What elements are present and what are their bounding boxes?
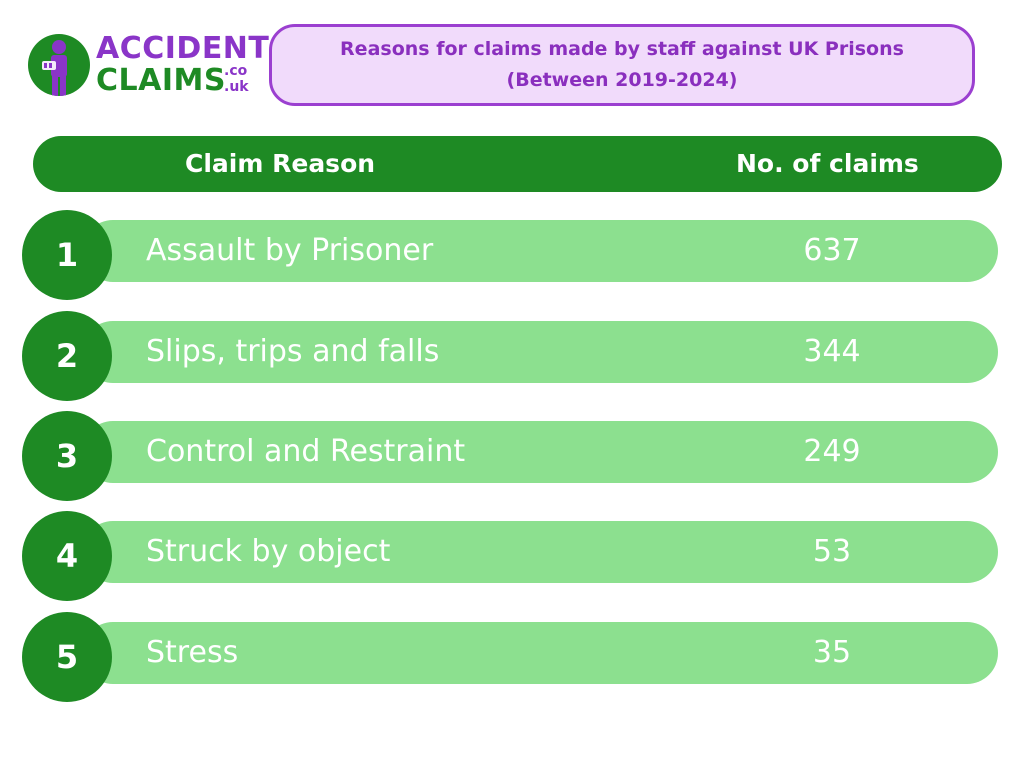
table-row: Stress 35 5 xyxy=(22,612,1000,702)
row-bar xyxy=(82,321,998,383)
claim-count-value: 637 xyxy=(803,233,861,268)
logo-word-claims: CLAIMS xyxy=(96,63,226,98)
table-row: Control and Restraint 249 3 xyxy=(22,411,1000,501)
claim-count-value: 344 xyxy=(803,334,861,369)
claim-reason-label: Control and Restraint xyxy=(146,434,466,469)
column-header-no-of-claims: No. of claims xyxy=(736,149,919,178)
title-box: Reasons for claims made by staff against… xyxy=(269,24,975,106)
rank-badge: 4 xyxy=(22,511,112,601)
table-row: Slips, trips and falls 344 2 xyxy=(22,311,1000,401)
table-row: Struck by object 53 4 xyxy=(22,511,1000,601)
row-bar xyxy=(82,220,998,282)
claim-reason-label: Stress xyxy=(146,635,239,670)
rank-badge: 3 xyxy=(22,411,112,501)
table-row: Assault by Prisoner 637 1 xyxy=(22,210,1000,300)
row-bar xyxy=(82,622,998,684)
logo-suffix-uk: .uk xyxy=(224,79,249,95)
logo-word-accident: ACCIDENT xyxy=(96,31,270,66)
accident-claims-logo[interactable]: ACCIDENT CLAIMS .co .uk xyxy=(28,30,269,102)
claim-reason-label: Slips, trips and falls xyxy=(146,334,440,369)
row-bar xyxy=(82,421,998,483)
rank-badge: 2 xyxy=(22,311,112,401)
page-subtitle: (Between 2019-2024) xyxy=(506,69,738,91)
rank-badge: 5 xyxy=(22,612,112,702)
column-header-claim-reason: Claim Reason xyxy=(185,149,376,178)
claim-count-value: 35 xyxy=(812,635,852,670)
person-with-cast-icon xyxy=(28,34,90,96)
logo-suffix-co: .co xyxy=(224,63,248,79)
table-header: Claim Reason No. of claims xyxy=(33,136,1002,192)
claim-count-value: 249 xyxy=(803,434,861,469)
page-title: Reasons for claims made by staff against… xyxy=(340,38,904,60)
row-bar xyxy=(82,521,998,583)
claim-reason-label: Assault by Prisoner xyxy=(146,233,434,268)
claim-count-value: 53 xyxy=(812,534,852,569)
rank-badge: 1 xyxy=(22,210,112,300)
claim-reason-label: Struck by object xyxy=(146,534,391,569)
